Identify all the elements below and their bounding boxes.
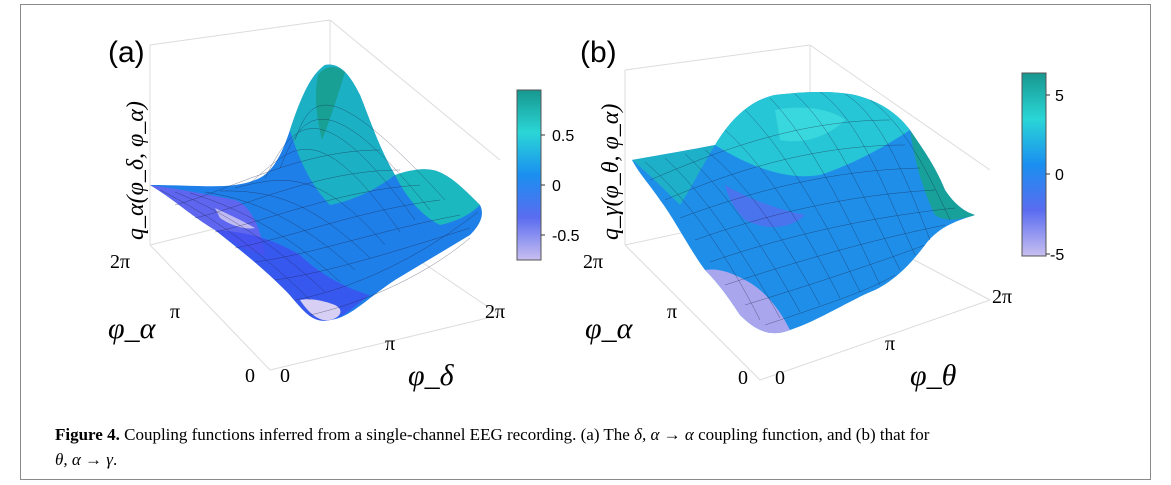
panel-a-letter: (a) (108, 36, 145, 69)
panel-a-x-tick-0: 0 (280, 365, 290, 387)
panel-b-y-tick-0: 0 (738, 367, 748, 389)
panel-a-cb-tick-top: 0.5 (552, 128, 574, 145)
panel-b-colorbar (1021, 72, 1047, 257)
panel-a-colorbar (516, 89, 542, 261)
panel-b-cb-tick-bottom: -5 (1050, 247, 1064, 264)
caption-math-1: δ, α → α (634, 425, 694, 444)
panel-a-x-tick-2pi: 2π (485, 301, 505, 323)
panel-b-y-tick-pi: π (667, 301, 677, 323)
panel-a-y-tick-2pi: 2π (110, 251, 130, 273)
panel-b-zlabel: q_γ(φ_θ, φ_α) (598, 104, 624, 240)
caption-text-3: . (112, 450, 118, 469)
panel-a-xlabel: φ_δ (408, 359, 455, 392)
panel-b-x-tick-2pi: 2π (992, 286, 1012, 308)
panel-b-cb-tick-top: 5 (1055, 88, 1064, 105)
panel-a-cb-tick-mid: 0 (552, 178, 561, 195)
panel-b-ylabel: φ_α (585, 312, 634, 345)
caption-text-1: Coupling functions inferred from a singl… (119, 425, 635, 444)
caption-text-2: coupling function, and (b) that for (693, 425, 930, 444)
figure-frame (20, 4, 1151, 480)
panel-b: 5 0 -5 (b) q_γ(φ_θ, φ_α) 2π π 0 φ_α 0 π … (580, 36, 1064, 392)
panel-a: 0.5 0 -0.5 (a) q_α(φ_δ, φ_α) 2π π 0 φ_α … (108, 19, 580, 392)
figure-caption: Figure 4. Coupling functions inferred fr… (55, 422, 1135, 472)
panel-b-letter: (b) (580, 36, 617, 69)
panel-a-zlabel: q_α(φ_δ, φ_α) (123, 101, 149, 240)
panel-b-surface (632, 91, 975, 334)
figure-image: 0.5 0 -0.5 (a) q_α(φ_δ, φ_α) 2π π 0 φ_α … (108, 19, 1064, 392)
panel-b-x-tick-pi: π (885, 333, 895, 355)
panel-a-ylabel: φ_α (108, 312, 157, 345)
panel-b-xlabel: φ_θ (910, 359, 957, 392)
panel-b-x-tick-0: 0 (775, 367, 785, 389)
panel-a-cb-tick-bottom: -0.5 (552, 228, 580, 245)
panel-b-y-tick-2pi: 2π (583, 251, 603, 273)
caption-label: Figure 4. (55, 425, 120, 444)
panel-a-x-tick-pi: π (385, 333, 395, 355)
panel-a-y-tick-pi: π (170, 301, 180, 323)
panel-a-y-tick-0: 0 (245, 365, 255, 387)
panel-a-surface (150, 64, 482, 321)
panel-b-cb-tick-mid: 0 (1055, 167, 1064, 184)
caption-math-2: θ, α → γ (55, 450, 113, 469)
